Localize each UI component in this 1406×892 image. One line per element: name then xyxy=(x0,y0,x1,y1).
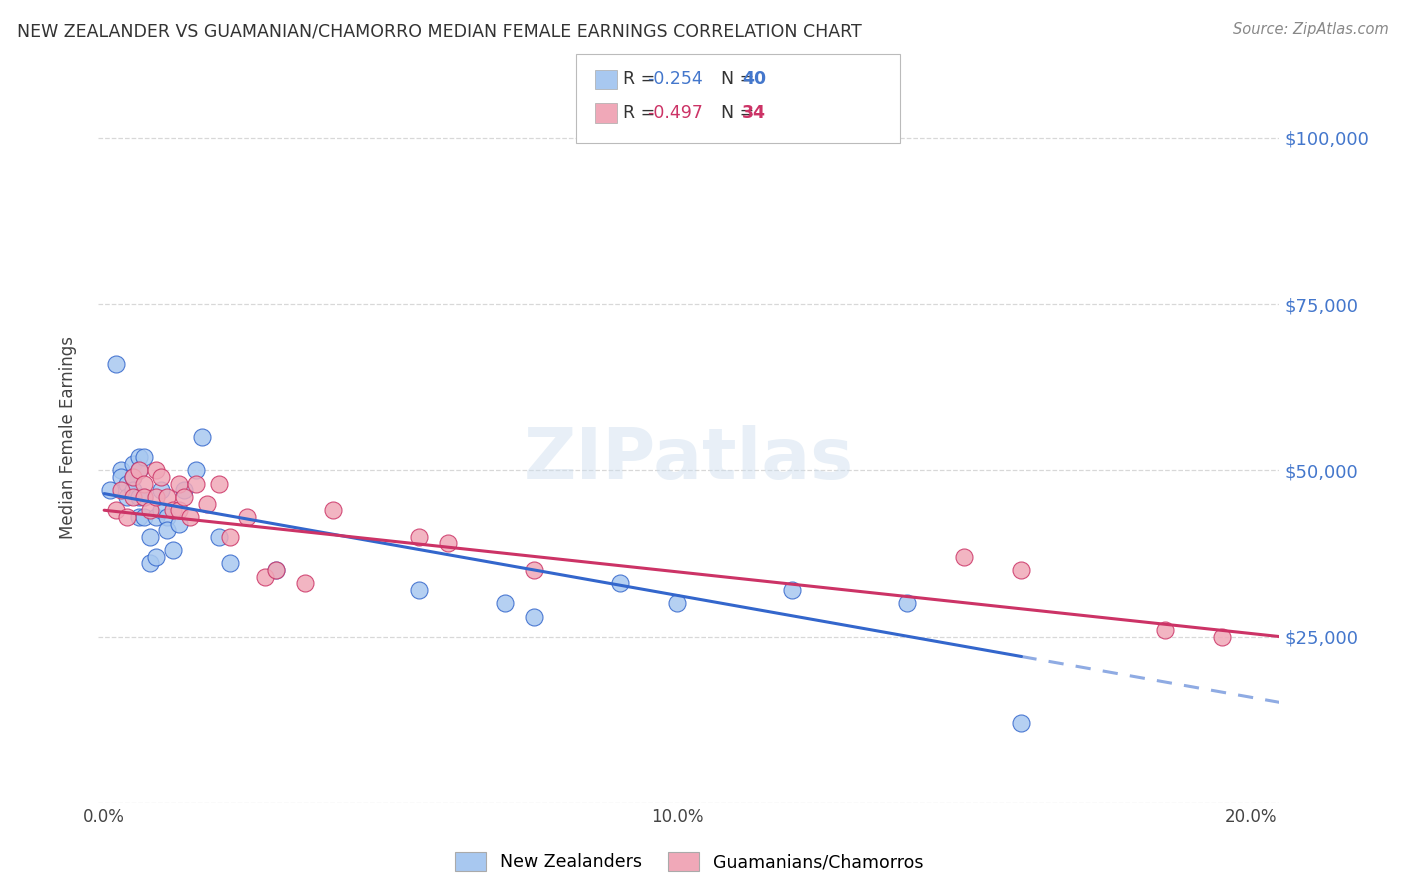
Point xyxy=(253,570,276,584)
Point xyxy=(162,543,184,558)
Point xyxy=(322,503,344,517)
Point xyxy=(121,470,143,484)
Point xyxy=(145,509,167,524)
Text: 34: 34 xyxy=(742,104,766,122)
Point xyxy=(1153,623,1175,637)
Point xyxy=(666,596,689,610)
Point xyxy=(162,503,184,517)
Point xyxy=(128,509,150,524)
Point xyxy=(523,563,546,577)
Point xyxy=(408,582,430,597)
Point xyxy=(1011,563,1033,577)
Text: N =: N = xyxy=(710,104,759,122)
Point xyxy=(208,476,231,491)
Point xyxy=(179,509,201,524)
Text: Source: ZipAtlas.com: Source: ZipAtlas.com xyxy=(1233,22,1389,37)
Point xyxy=(609,576,631,591)
Point xyxy=(780,582,803,597)
Point xyxy=(264,563,287,577)
Point xyxy=(156,509,179,524)
Point xyxy=(523,609,546,624)
Point xyxy=(134,450,156,464)
Legend: New Zealanders, Guamanians/Chamorros: New Zealanders, Guamanians/Chamorros xyxy=(447,845,931,879)
Point xyxy=(190,430,212,444)
Point xyxy=(128,463,150,477)
Text: R =: R = xyxy=(623,104,661,122)
Point xyxy=(150,503,173,517)
Point xyxy=(115,509,138,524)
Point xyxy=(104,357,127,371)
Text: -0.254: -0.254 xyxy=(647,70,703,88)
Point xyxy=(139,530,162,544)
Point xyxy=(184,476,207,491)
Point xyxy=(121,490,143,504)
Point xyxy=(173,483,195,498)
Point xyxy=(184,463,207,477)
Point xyxy=(104,503,127,517)
Y-axis label: Median Female Earnings: Median Female Earnings xyxy=(59,335,77,539)
Text: ZIPatlas: ZIPatlas xyxy=(524,425,853,493)
Point xyxy=(294,576,316,591)
Point xyxy=(219,557,242,571)
Point xyxy=(110,463,132,477)
Point xyxy=(219,530,242,544)
Point xyxy=(145,463,167,477)
Point xyxy=(953,549,976,564)
Text: R =: R = xyxy=(623,70,661,88)
Point xyxy=(98,483,121,498)
Point xyxy=(156,490,179,504)
Point xyxy=(121,457,143,471)
Text: 40: 40 xyxy=(742,70,766,88)
Point xyxy=(264,563,287,577)
Point xyxy=(128,463,150,477)
Point xyxy=(167,503,190,517)
Point xyxy=(134,476,156,491)
Point xyxy=(156,523,179,537)
Point xyxy=(195,497,218,511)
Point xyxy=(495,596,517,610)
Point xyxy=(1011,716,1033,731)
Point xyxy=(121,483,143,498)
Point xyxy=(145,490,167,504)
Point xyxy=(110,470,132,484)
Point xyxy=(139,557,162,571)
Point xyxy=(150,470,173,484)
Point xyxy=(134,490,156,504)
Point xyxy=(167,476,190,491)
Text: N =: N = xyxy=(710,70,759,88)
Point xyxy=(208,530,231,544)
Point xyxy=(134,490,156,504)
Point xyxy=(121,470,143,484)
Point xyxy=(896,596,918,610)
Point xyxy=(115,476,138,491)
Point xyxy=(236,509,259,524)
Point xyxy=(128,490,150,504)
Text: NEW ZEALANDER VS GUAMANIAN/CHAMORRO MEDIAN FEMALE EARNINGS CORRELATION CHART: NEW ZEALANDER VS GUAMANIAN/CHAMORRO MEDI… xyxy=(17,22,862,40)
Point xyxy=(167,516,190,531)
Point xyxy=(437,536,460,550)
Point xyxy=(110,483,132,498)
Point xyxy=(150,483,173,498)
Point xyxy=(134,509,156,524)
Point xyxy=(139,503,162,517)
Text: -0.497: -0.497 xyxy=(647,104,703,122)
Point xyxy=(128,450,150,464)
Point xyxy=(173,490,195,504)
Point xyxy=(1211,630,1233,644)
Point xyxy=(408,530,430,544)
Point xyxy=(145,549,167,564)
Point xyxy=(115,490,138,504)
